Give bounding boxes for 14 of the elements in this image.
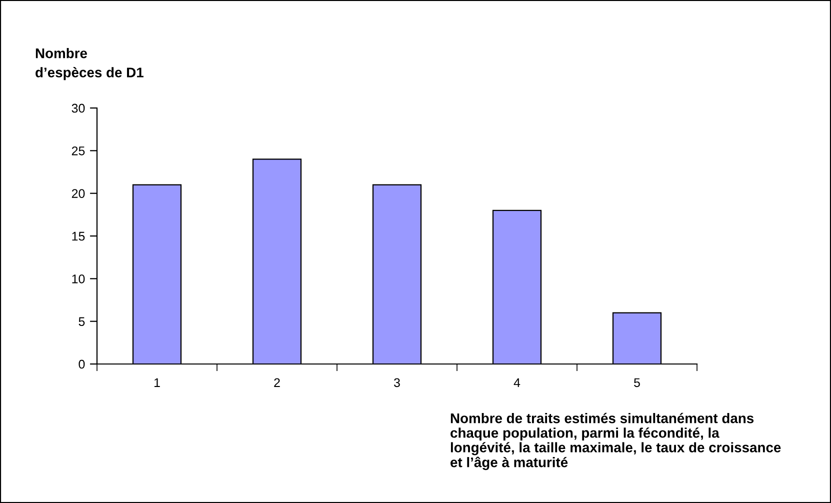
y-tick-label: 20 <box>72 189 85 198</box>
y-tick-label: 0 <box>78 360 85 369</box>
y-tick-label: 30 <box>72 104 85 113</box>
x-tick-label: 1 <box>154 378 160 387</box>
y-tick-label: 10 <box>72 274 85 284</box>
x-tick-label: 4 <box>514 378 520 387</box>
y-tick-label: 5 <box>78 317 85 326</box>
y-tick-label: 15 <box>72 232 85 241</box>
y-axis-title: Nombre d’espèces de D1 <box>36 48 144 80</box>
y-tick-label: 25 <box>72 146 85 156</box>
x-tick-label: 3 <box>394 378 400 388</box>
x-tick-label: 5 <box>634 378 640 388</box>
x-axis-title: Nombre de traits estimés simultanément dans chaque population, parmi la fécondité, la longévité, la taille maximale, le taux de croissance et l’âge à maturité <box>450 412 781 470</box>
x-tick-label: 2 <box>274 378 280 387</box>
